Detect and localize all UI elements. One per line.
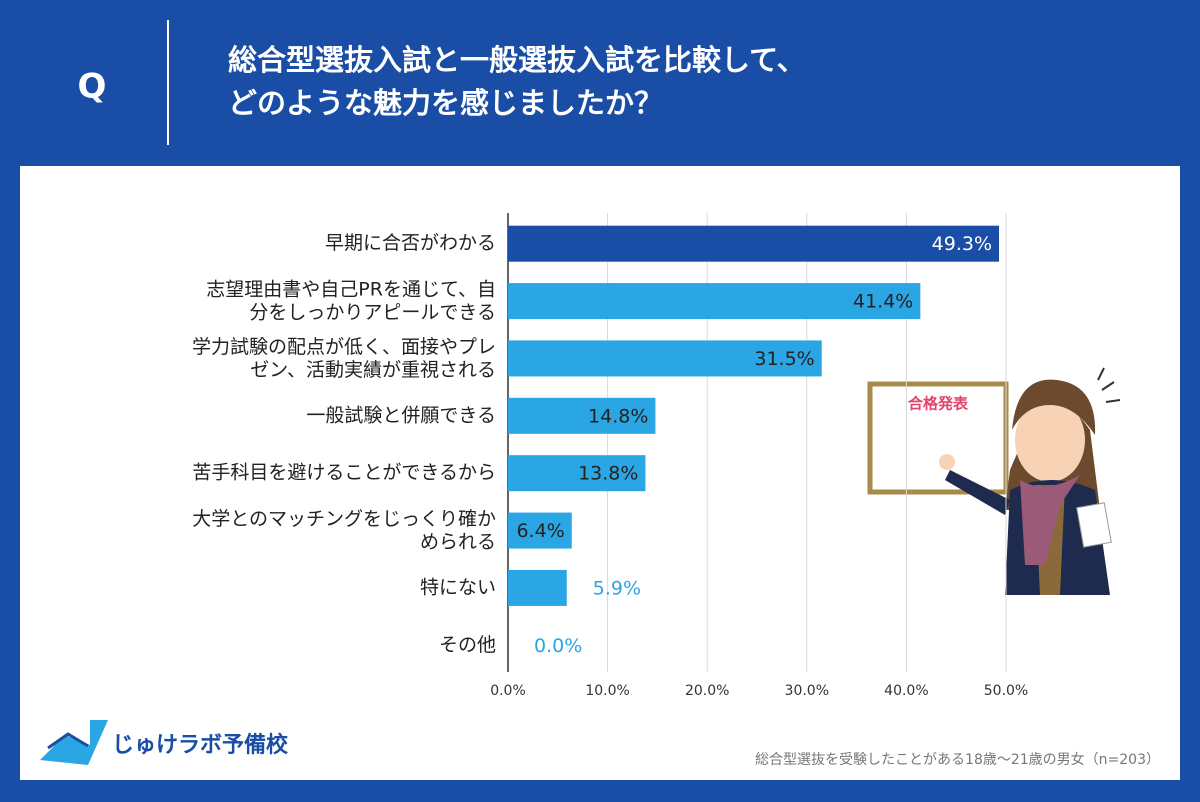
y-tick-label: 早期に合否がわかる <box>325 232 496 254</box>
bar <box>508 569 567 606</box>
x-tick-label: 50.0% <box>984 683 1028 699</box>
value-label: 5.9% <box>593 577 641 599</box>
bar <box>508 283 921 320</box>
y-tick-label: 学力試験の配点が低く、面接やプレゼン、活動実績が重視される <box>192 335 496 380</box>
illustration: 合格発表 <box>867 367 1121 595</box>
y-tick-label: 大学とのマッチングをじっくり確かめられる <box>192 508 496 553</box>
q-mark: Q <box>78 67 107 107</box>
bar <box>508 512 572 549</box>
footnote: 総合型選抜を受験したことがある18歳～21歳の男女（n=203） <box>755 751 1160 768</box>
x-tick-label: 10.0% <box>585 683 629 699</box>
x-tick-label: 20.0% <box>685 683 729 699</box>
y-tick-label: 志望理由書や自己PRを通じて、自分をしっかりアピールできる <box>206 278 496 323</box>
value-label: 49.3% <box>932 233 992 255</box>
value-label: 0.0% <box>534 635 582 657</box>
x-tick-label: 30.0% <box>785 683 829 699</box>
y-tick-label: 一般試験と併願できる <box>306 404 496 426</box>
bar <box>508 340 822 377</box>
bar <box>508 455 646 492</box>
x-tick-label: 40.0% <box>884 683 928 699</box>
logo-text: じゅけラボ予備校 <box>112 732 289 758</box>
value-label: 13.8% <box>578 463 638 485</box>
y-tick-label: 苦手科目を避けることができるから <box>192 462 496 484</box>
y-tick-label: その他 <box>439 634 496 656</box>
bar <box>508 397 656 434</box>
logo: じゅけラボ予備校 <box>40 720 289 765</box>
y-tick-label: 特にない <box>420 576 496 598</box>
header-title: 総合型選抜入試と一般選抜入試を比較して、どのような魅力を感じましたか？ <box>228 43 806 120</box>
value-label: 31.5% <box>754 348 814 370</box>
bar <box>508 225 1000 262</box>
value-label: 14.8% <box>588 405 648 427</box>
x-tick-label: 0.0% <box>490 683 526 699</box>
board-text: 合格発表 <box>907 395 969 413</box>
value-label: 41.4% <box>853 291 913 313</box>
value-label: 6.4% <box>516 520 564 542</box>
